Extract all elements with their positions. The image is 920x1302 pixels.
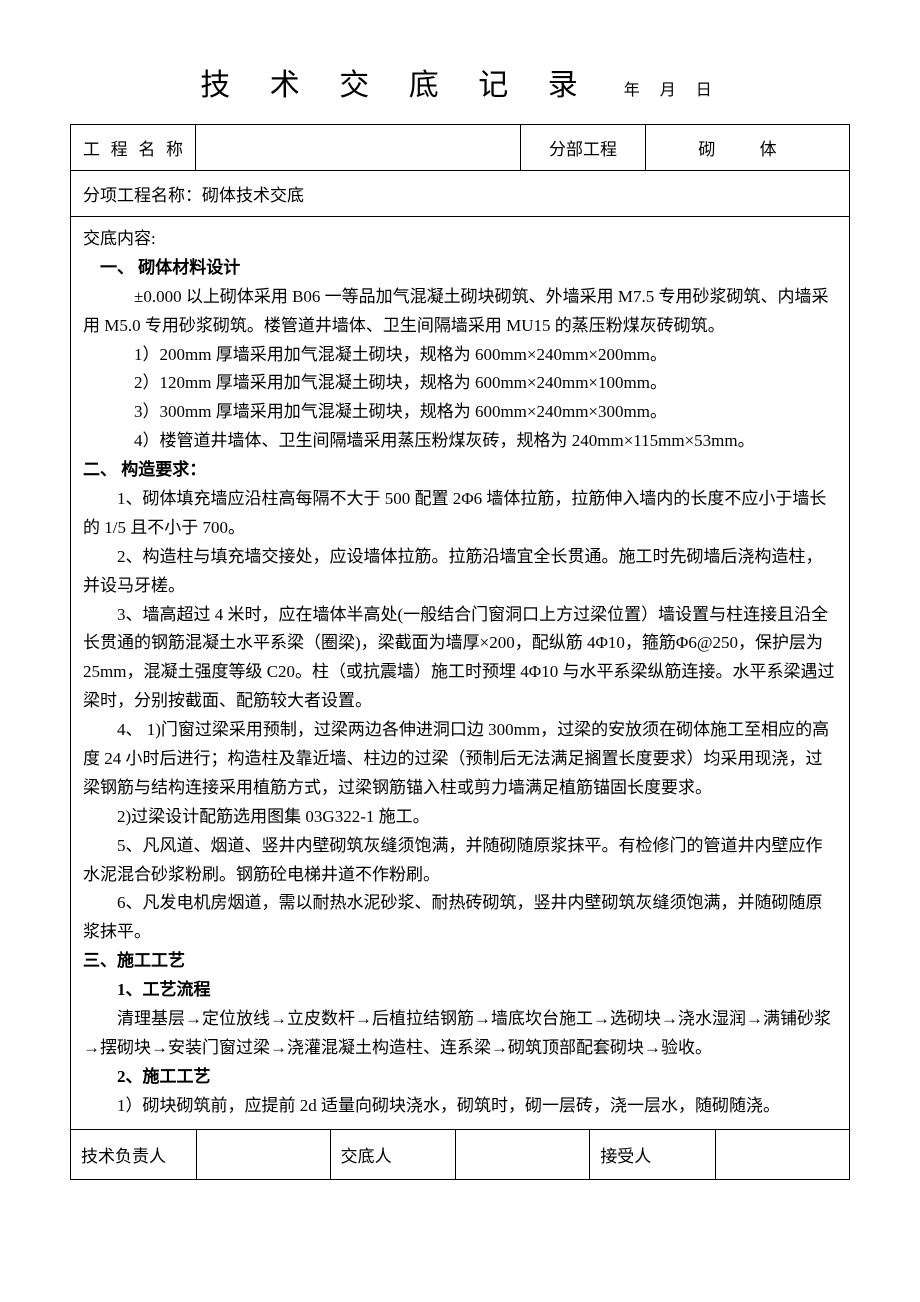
title-row: 技 术 交 底 记 录 年 月 日 [70, 60, 850, 104]
s3-sub2: 2、施工工艺 [83, 1063, 837, 1092]
section-label: 分部工程 [521, 125, 646, 171]
intro-label: 交底内容: [83, 225, 837, 254]
date-label: 年 月 日 [624, 76, 720, 100]
main-title: 技 术 交 底 记 录 [200, 60, 594, 104]
content-area: 交底内容: 一、 砌体材料设计 ±0.000 以上砌体采用 B06 一等品加气混… [70, 217, 850, 1129]
s2-p3: 3、墙高超过 4 米时，应在墙体半高处(一般结合门窗洞口上方过梁位置）墙设置与柱… [83, 601, 837, 717]
s1-item-3: 3）300mm 厚墙采用加气混凝土砌块，规格为 600mm×240mm×300m… [83, 398, 837, 427]
s2-p4b: 2)过梁设计配筋选用图集 03G322-1 施工。 [83, 803, 837, 832]
s2-p4: 4、 1)门窗过梁采用预制，过梁两边各伸进洞口边 300mm，过梁的安放须在砌体… [83, 716, 837, 803]
header-table: 工程名称 分部工程 砌 体 分项工程名称：砌体技术交底 [70, 124, 850, 217]
s3-p2: 1）砌块砌筑前，应提前 2d 适量向砌块浇水，砌筑时，砌一层砖，浇一层水，随砌随… [83, 1092, 837, 1121]
s3-p1: 清理基层→定位放线→立皮数杆→后植拉结钢筋→墙底坎台施工→选砌块→浇水湿润→满铺… [83, 1005, 837, 1063]
footer-row: 技术负责人 交底人 接受人 [71, 1129, 850, 1179]
disclose-value [456, 1129, 590, 1179]
header-row-2: 分项工程名称：砌体技术交底 [71, 171, 850, 217]
section-2-title: 二、 构造要求： [83, 456, 837, 485]
section-value: 砌 体 [646, 125, 850, 171]
project-name-value [196, 125, 521, 171]
tech-lead-label: 技术负责人 [71, 1129, 197, 1179]
s2-p6: 6、凡发电机房烟道，需以耐热水泥砂浆、耐热砖砌筑，竖井内壁砌筑灰缝须饱满，并随砌… [83, 889, 837, 947]
s1-item-2: 2）120mm 厚墙采用加气混凝土砌块，规格为 600mm×240mm×100m… [83, 369, 837, 398]
receive-label: 接受人 [590, 1129, 716, 1179]
s3-sub1: 1、工艺流程 [83, 976, 837, 1005]
section-3-title: 三、施工工艺 [83, 947, 837, 976]
s1-item-1: 1）200mm 厚墙采用加气混凝土砌块，规格为 600mm×240mm×200m… [83, 341, 837, 370]
s1-item-4: 4）楼管道井墙体、卫生间隔墙采用蒸压粉煤灰砖，规格为 240mm×115mm×5… [83, 427, 837, 456]
header-row-1: 工程名称 分部工程 砌 体 [71, 125, 850, 171]
section-1-title: 一、 砌体材料设计 [83, 254, 837, 283]
s2-p2: 2、构造柱与填充墙交接处，应设墙体拉筋。拉筋沿墙宜全长贯通。施工时先砌墙后浇构造… [83, 543, 837, 601]
tech-lead-value [196, 1129, 330, 1179]
disclose-label: 交底人 [330, 1129, 456, 1179]
footer-table: 技术负责人 交底人 接受人 [70, 1129, 850, 1180]
subitem-label: 分项工程名称：砌体技术交底 [71, 171, 850, 217]
s2-p1: 1、砌体填充墙应沿柱高每隔不大于 500 配置 2Φ6 墙体拉筋，拉筋伸入墙内的… [83, 485, 837, 543]
project-name-label: 工程名称 [71, 125, 196, 171]
receive-value [715, 1129, 849, 1179]
s2-p5: 5、凡风道、烟道、竖井内壁砌筑灰缝须饱满，并随砌随原浆抹平。有检修门的管道井内壁… [83, 832, 837, 890]
s1-p1: ±0.000 以上砌体采用 B06 一等品加气混凝土砌块砌筑、外墙采用 M7.5… [83, 283, 837, 341]
